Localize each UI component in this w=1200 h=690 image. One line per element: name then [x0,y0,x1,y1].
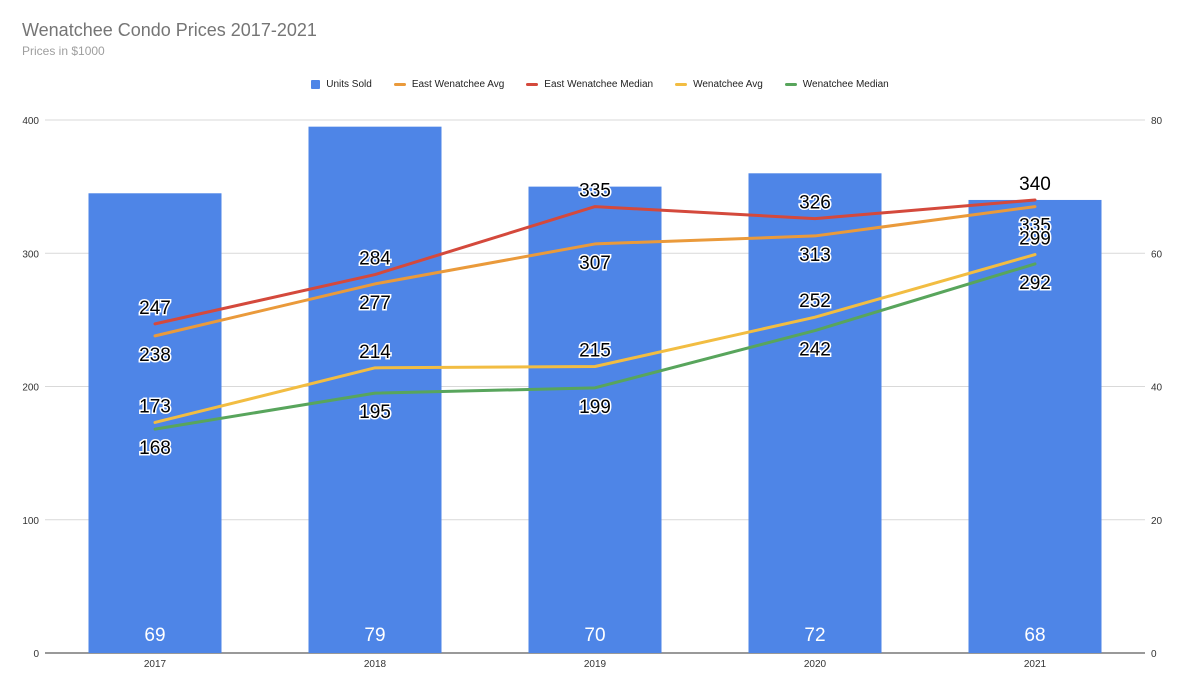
legend-swatch [393,83,406,86]
wenatchee-median-data-label: 199 [579,397,611,418]
wenatchee-avg-data-label: 215 [579,341,611,362]
left-axis-tick-label: 0 [33,649,39,660]
chart-legend: Units Sold East Wenatchee Avg East Wenatch… [0,79,1200,90]
east-wenatchee-avg-data-label: 277 [359,293,391,314]
x-axis-tick-label: 2017 [144,659,167,670]
east-wenatchee-median-line [153,198,1037,326]
east-wenatchee-avg-data-label: 313 [799,245,831,266]
right-axis-tick-label: 80 [1151,116,1163,127]
east-wenatchee-avg-data-label: 307 [579,253,611,274]
units-sold-data-label: 72 [804,625,825,646]
east-wenatchee-median-data-label: 247 [139,298,171,319]
chart-title: Wenatchee Condo Prices 2017-2021 [22,20,317,40]
legend-label: Wenatchee Avg [693,79,763,90]
units-sold-bar [308,126,442,654]
units-sold-bar [528,186,662,653]
legend-swatch [675,83,688,86]
legend-item-wenatchee-median: Wenatchee Median [784,79,889,90]
right-axis-tick-label: 0 [1151,649,1157,660]
wenatchee-avg-data-label: 173 [139,396,171,417]
east-wenatchee-avg-data-label: 238 [139,345,171,366]
legend-label: East Wenatchee Median [544,79,654,90]
units-sold-bar [748,173,882,654]
chart-subtitle: Prices in $1000 [22,44,105,58]
wenatchee-median-data-label: 195 [359,402,391,423]
legend-swatch [526,83,539,86]
legend-item-wenatchee-avg: Wenatchee Avg [675,79,763,90]
wenatchee-avg-line [153,253,1037,424]
x-axis-tick-label: 2021 [1024,659,1047,670]
left-axis-tick-label: 400 [22,116,39,127]
left-axis-tick-label: 300 [22,249,39,260]
wenatchee-median-data-label: 168 [139,438,171,459]
wenatchee-avg-data-label: 214 [359,342,391,363]
east-wenatchee-median-data-label: 335 [579,181,611,202]
wenatchee-avg-data-label: 252 [799,291,831,312]
wenatchee-median-line [153,262,1037,431]
left-axis-tick-label: 100 [22,516,39,527]
east-wenatchee-avg-data-label: 335 [1019,216,1051,237]
legend-swatch [784,83,797,86]
legend-label: East Wenatchee Avg [411,79,505,90]
legend-item-east-wenatchee-median: East Wenatchee Median [526,79,653,90]
wenatchee-avg-data-label: 299 [1019,229,1051,250]
x-axis-tick-label: 2019 [584,659,607,670]
units-sold-data-label: 70 [584,625,605,646]
units-sold-data-label: 68 [1024,625,1045,646]
right-axis-tick-label: 40 [1151,383,1163,394]
x-axis-tick-label: 2018 [364,659,387,670]
right-axis-tick-label: 60 [1151,249,1163,260]
x-axis-tick-label: 2020 [804,659,827,670]
units-sold-bar [968,199,1102,653]
left-axis-tick-label: 200 [22,383,39,394]
wenatchee-median-data-label: 292 [1019,273,1051,294]
units-sold-data-label: 79 [364,625,385,646]
legend-item-east-wenatchee-avg: East Wenatchee Avg [393,79,505,90]
legend-swatch [311,80,321,89]
east-wenatchee-median-data-label: 340 [1019,174,1051,195]
east-wenatchee-median-data-label: 284 [359,249,391,270]
units-sold-data-label: 69 [144,625,165,646]
east-wenatchee-median-data-label: 326 [799,193,831,214]
legend-label: Units Sold [326,79,372,90]
east-wenatchee-avg-line [153,205,1037,338]
legend-item-units-sold: Units Sold [311,79,372,90]
wenatchee-median-data-label: 242 [799,340,831,361]
right-axis-tick-label: 20 [1151,516,1163,527]
legend-label: Wenatchee Median [802,79,889,90]
